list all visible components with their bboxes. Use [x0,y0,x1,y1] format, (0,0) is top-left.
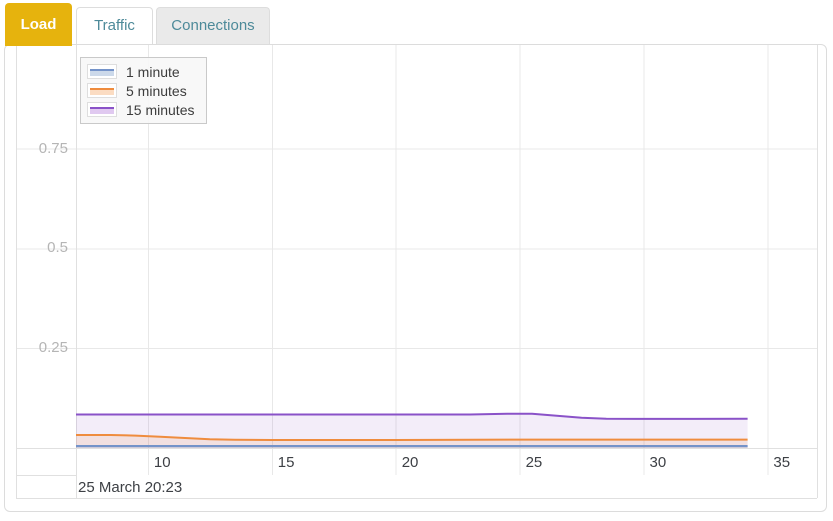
tab-load[interactable]: Load [5,3,72,46]
tab-connections[interactable]: Connections [156,7,270,44]
legend-item: 15 minutes [87,100,194,119]
legend-label: 5 minutes [126,82,187,99]
legend-item: 5 minutes [87,81,194,100]
legend-swatch-icon [87,83,117,98]
legend-swatch-icon [87,102,117,117]
legend-label: 15 minutes [126,101,195,118]
legend-label: 1 minute [126,63,180,80]
tab-traffic[interactable]: Traffic [76,7,153,44]
chart-legend: 1 minute 5 minutes 15 minutes [80,57,208,124]
legend-item: 1 minute [87,62,194,81]
legend-swatch-icon [87,64,117,79]
